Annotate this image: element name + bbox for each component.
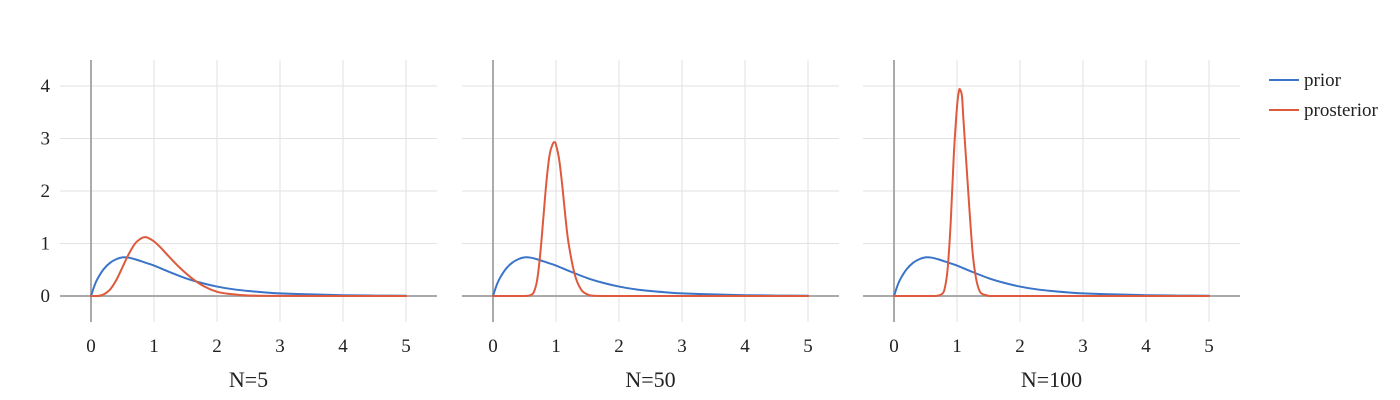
y-tick-label: 0: [41, 286, 51, 307]
prior-line: [893, 256, 1210, 297]
x-tick-label: 4: [1141, 336, 1151, 357]
x-tick-label: 5: [803, 336, 813, 357]
x-tick-label: 5: [401, 336, 411, 357]
prior-line: [492, 256, 809, 297]
x-tick-label: 2: [1015, 336, 1025, 357]
y-tick-label: 1: [41, 234, 51, 255]
x-tick-label: 3: [677, 336, 687, 357]
x-tick-label: 0: [889, 336, 899, 357]
x-tick-label: 0: [86, 336, 96, 357]
x-tick-label: 0: [488, 336, 498, 357]
panel-2: 0 1 2 3 4 5 N=50: [462, 60, 839, 392]
x-tick-label: 1: [952, 336, 962, 357]
prior-line: [90, 256, 407, 297]
panel-title: N=100: [1021, 367, 1082, 392]
x-tick-label: 1: [149, 336, 159, 357]
legend-item[interactable]: prosterior: [1269, 100, 1379, 121]
posterior-line: [492, 141, 809, 298]
panel-title: N=50: [625, 367, 675, 392]
x-tick-label: 4: [740, 336, 750, 357]
panel-title: N=5: [229, 367, 268, 392]
y-tick-label: 3: [41, 129, 51, 150]
panel-3: 0 1 2 3 4 5 N=100: [863, 60, 1240, 392]
panel-1: 0 1 2 3 4 0 1 2 3 4 5 N=5: [41, 60, 437, 392]
x-tick-label: 3: [275, 336, 285, 357]
x-tick-label: 2: [614, 336, 624, 357]
x-tick-label: 5: [1204, 336, 1214, 357]
legend-label: prosterior: [1304, 100, 1379, 121]
legend-item[interactable]: prior: [1269, 70, 1342, 91]
x-tick-label: 3: [1078, 336, 1088, 357]
legend-label: prior: [1304, 70, 1342, 91]
y-tick-label: 4: [41, 76, 51, 97]
x-tick-label: 2: [212, 336, 222, 357]
y-tick-label: 2: [41, 181, 51, 202]
posterior-line: [893, 88, 1210, 298]
x-tick-label: 1: [551, 336, 561, 357]
posterior-line: [90, 236, 407, 297]
legend: prior prosterior: [1269, 70, 1379, 121]
x-tick-label: 4: [338, 336, 348, 357]
